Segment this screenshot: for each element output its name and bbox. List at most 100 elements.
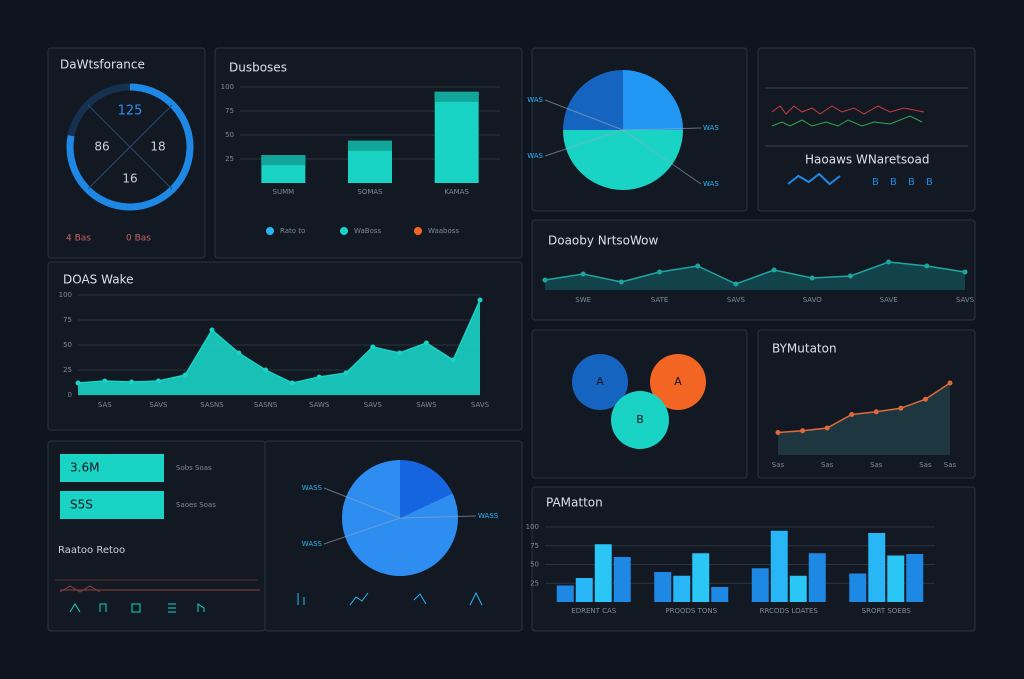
x-tick-label: SAVE (880, 296, 898, 304)
point (657, 269, 663, 275)
kpi-tile (60, 491, 164, 519)
panel-title: DaWtsforance (60, 58, 145, 72)
bubble (650, 354, 706, 410)
point (289, 380, 295, 386)
bubble (572, 354, 628, 410)
panel (757, 47, 976, 212)
x-tick-label: PROODS TONS (665, 607, 717, 615)
point (370, 344, 376, 350)
panel-title: DOAS Wake (63, 273, 133, 287)
bar (575, 578, 593, 602)
bubble (611, 391, 669, 449)
point (800, 428, 806, 434)
point (886, 259, 892, 265)
y-tick-label: 50 (225, 131, 234, 139)
bar (906, 554, 924, 602)
y-tick-label: 75 (225, 107, 234, 115)
pie-label: WASS (302, 540, 323, 548)
area-fill (545, 262, 965, 290)
x-tick-label: SAS (98, 401, 112, 409)
point (873, 409, 879, 415)
legend-swatch (414, 227, 422, 235)
kpi-value: S5S (70, 498, 93, 512)
y-tick-label: 0 (68, 391, 72, 399)
legend-swatch (266, 227, 274, 235)
pie-label: WAS (703, 124, 719, 132)
kpi-note: Sobs Soas (176, 464, 212, 472)
gauge-label: 86 (94, 140, 109, 154)
leader-line (622, 129, 702, 185)
y-tick-label: 75 (63, 316, 72, 324)
bar (434, 91, 479, 183)
point (397, 350, 403, 356)
x-tick-label: EDRENT CAS (571, 607, 617, 615)
bar (673, 575, 691, 602)
x-tick-label: Sas (870, 461, 883, 469)
gauge-label: 125 (118, 104, 143, 119)
spark-label: B (926, 177, 933, 188)
point (75, 380, 81, 386)
point (182, 372, 188, 378)
area-line (544, 261, 966, 285)
pie-slice (623, 70, 683, 130)
point (695, 263, 701, 269)
legend-label: 0 Bas (126, 234, 151, 244)
bar (613, 557, 631, 602)
point (947, 380, 953, 386)
point (771, 267, 777, 273)
panel-title: Haoaws WNaretsoad (805, 153, 929, 167)
point (423, 340, 429, 346)
point (580, 271, 586, 277)
leader-line (323, 487, 401, 519)
legend-label: Waaboss (428, 227, 459, 235)
bar (692, 553, 710, 602)
x-tick-label: SAVS (471, 401, 490, 409)
legend-label: 4 Bas (66, 234, 91, 244)
bar-cap (261, 155, 306, 166)
panel-title: Dusboses (229, 61, 287, 75)
panel-title: BYMutaton (772, 342, 837, 356)
point (924, 263, 930, 269)
icons (297, 591, 483, 606)
kpi-note: Saoes Soas (176, 501, 216, 509)
bubble-label: B (636, 413, 644, 426)
gauge-label: 16 (122, 172, 137, 186)
y-tick-label: 100 (59, 291, 72, 299)
point (477, 297, 483, 303)
x-tick-label: SAVS (364, 401, 383, 409)
legend-label: Rato to (280, 227, 305, 235)
bar-cap (434, 91, 479, 102)
point (922, 396, 928, 402)
bar (556, 585, 574, 602)
area-fill (78, 300, 480, 395)
x-tick-label: Sas (772, 461, 785, 469)
panel (531, 219, 976, 321)
point (775, 430, 781, 435)
pie-label: WAS (527, 152, 543, 160)
bar (808, 553, 826, 602)
bar (711, 587, 729, 602)
decor (59, 585, 260, 593)
y-tick-label: 25 (225, 155, 234, 163)
kpi-caption: Raatoo Retoo (58, 545, 125, 556)
point (236, 350, 242, 356)
kpi-tile (60, 454, 164, 482)
pie-slice (563, 70, 623, 130)
y-tick-label: 25 (63, 366, 72, 374)
x-tick-label: SAVS (727, 296, 746, 304)
spark-label: B (872, 177, 879, 188)
pie-label: WAS (703, 180, 719, 188)
point (129, 379, 135, 385)
leader-line (544, 129, 624, 157)
x-tick-label: Sas (944, 461, 957, 469)
panel-title: PAMatton (546, 496, 603, 510)
x-tick-label: SUMM (273, 188, 295, 196)
x-tick-label: Sas (919, 461, 932, 469)
x-tick-label: SASNS (254, 401, 278, 409)
y-tick-label: 50 (530, 561, 539, 569)
point (102, 378, 108, 384)
legend-swatch (340, 227, 348, 235)
x-tick-label: KAMAS (444, 188, 469, 196)
bar (751, 568, 769, 602)
